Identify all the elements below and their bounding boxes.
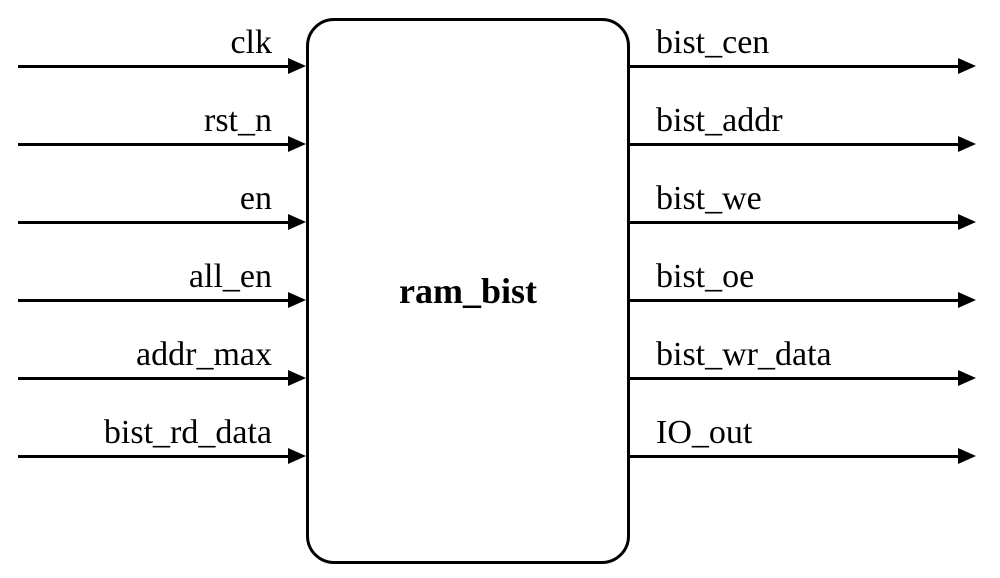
signal-label: bist_oe xyxy=(656,258,754,296)
signal-arrow-line xyxy=(630,377,958,380)
diagram-canvas: ram_bist clk rst_nen all_en addr_max bist_rd… xyxy=(0,0,1000,578)
signal-arrow-head xyxy=(958,136,976,152)
signal-arrow-head xyxy=(958,58,976,74)
signal-arrow-head xyxy=(288,136,306,152)
signal-label: bist_rd_data xyxy=(104,414,272,452)
signal-arrow-head xyxy=(958,448,976,464)
signal-arrow-head xyxy=(958,292,976,308)
module-name-label: ram_bist xyxy=(399,270,537,312)
signal-label: en xyxy=(240,180,272,218)
signal-arrow-line xyxy=(18,143,288,146)
signal-label: clk xyxy=(230,24,272,62)
signal-arrow-line xyxy=(18,221,288,224)
signal-arrow-line xyxy=(18,299,288,302)
signal-label: rst_n xyxy=(204,102,272,140)
signal-arrow-head xyxy=(288,58,306,74)
signal-label: bist_we xyxy=(656,180,762,218)
signal-label: bist_addr xyxy=(656,102,783,140)
signal-arrow-head xyxy=(958,370,976,386)
module-block: ram_bist xyxy=(306,18,630,564)
signal-label: IO_out xyxy=(656,414,752,452)
signal-label: bist_cen xyxy=(656,24,769,62)
signal-label: addr_max xyxy=(136,336,272,374)
signal-arrow-head xyxy=(958,214,976,230)
signal-arrow-head xyxy=(288,292,306,308)
signal-arrow-line xyxy=(18,455,288,458)
signal-arrow-line xyxy=(630,143,958,146)
signal-label: all_en xyxy=(189,258,272,296)
signal-arrow-line xyxy=(630,65,958,68)
signal-arrow-head xyxy=(288,214,306,230)
signal-arrow-line xyxy=(630,455,958,458)
signal-arrow-head xyxy=(288,448,306,464)
signal-arrow-line xyxy=(630,221,958,224)
signal-arrow-line xyxy=(18,65,288,68)
signal-arrow-line xyxy=(630,299,958,302)
signal-arrow-head xyxy=(288,370,306,386)
signal-label: bist_wr_data xyxy=(656,336,832,374)
signal-arrow-line xyxy=(18,377,288,380)
